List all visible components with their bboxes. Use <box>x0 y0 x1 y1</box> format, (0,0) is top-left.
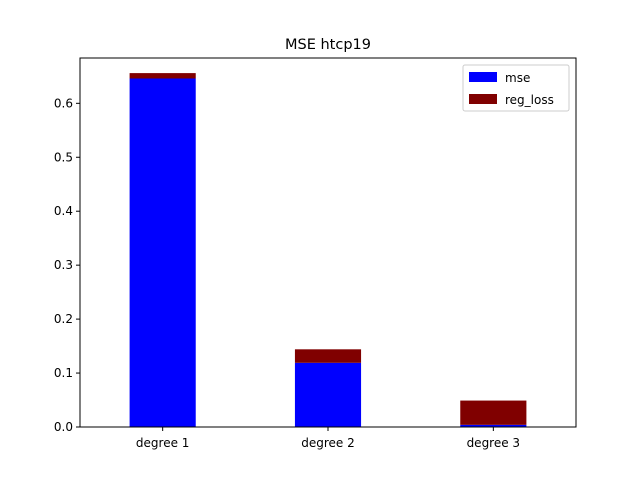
x-tick-label: degree 2 <box>301 436 355 450</box>
bar-reg-loss-3 <box>460 400 527 425</box>
y-tick-label: 0.6 <box>54 96 73 110</box>
bars-group <box>129 73 527 427</box>
x-tick-label: degree 1 <box>136 436 190 450</box>
x-tick-label: degree 3 <box>467 436 521 450</box>
x-axis: degree 1 degree 2 degree 3 <box>136 427 520 450</box>
legend-swatch-mse <box>469 72 497 82</box>
y-tick-label: 0.2 <box>54 312 73 326</box>
bar-reg-loss-1 <box>129 73 196 79</box>
bar-mse-3 <box>460 424 527 427</box>
bar-mse-1 <box>129 78 196 427</box>
y-tick-label: 0.5 <box>54 150 73 164</box>
bar-mse-2 <box>294 362 362 427</box>
y-tick-label: 0.0 <box>54 420 73 434</box>
legend: mse reg_loss <box>462 64 570 112</box>
y-tick-label: 0.3 <box>54 258 73 272</box>
y-axis: 0.0 0.1 0.2 0.3 0.4 0.5 0.6 <box>54 96 80 434</box>
bar-reg-loss-2 <box>294 349 362 363</box>
legend-swatch-reg-loss <box>469 94 497 104</box>
y-tick-label: 0.1 <box>54 366 73 380</box>
legend-label-reg-loss: reg_loss <box>505 93 554 107</box>
y-tick-label: 0.4 <box>54 204 73 218</box>
chart-title: MSE htcp19 <box>285 37 371 53</box>
legend-label-mse: mse <box>505 71 530 85</box>
